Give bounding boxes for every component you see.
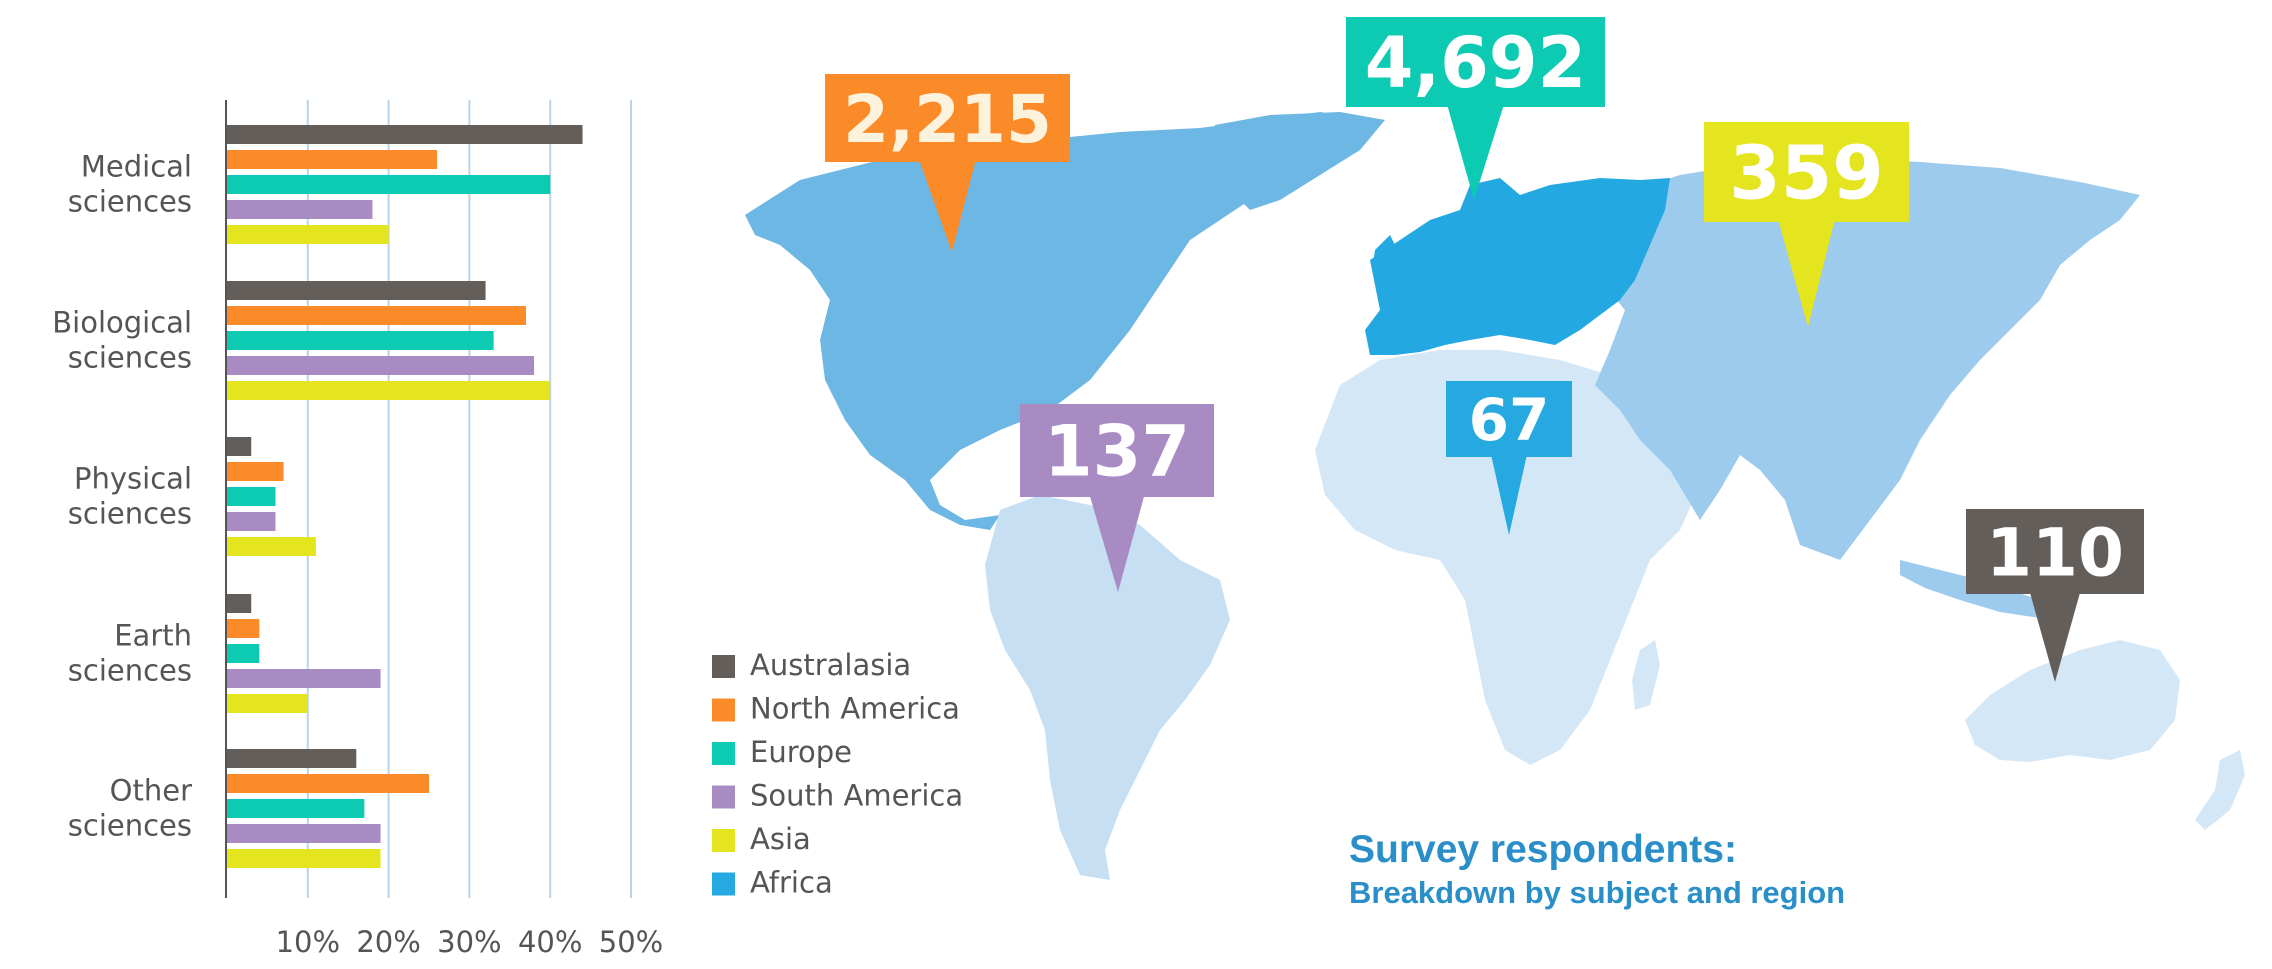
- world-map: [745, 112, 2245, 880]
- bar-medical-sciences-asia: [227, 225, 389, 244]
- bar-physical-sciences-europe: [227, 487, 276, 506]
- category-label-physical-sciences-2: sciences: [68, 497, 192, 531]
- bar-physical-sciences-north-america: [227, 462, 284, 481]
- legend-label-south-america: South America: [750, 779, 963, 813]
- callout-box-australasia: [1966, 509, 2144, 594]
- x-tick-label-20: 20%: [356, 925, 420, 959]
- map-europe: [1365, 178, 1670, 355]
- bar-physical-sciences-asia: [227, 537, 316, 556]
- map-uk: [1372, 235, 1400, 285]
- callout-value-south-america: 137: [1044, 411, 1190, 493]
- chart-title: Survey respondents:: [1349, 828, 1737, 871]
- x-tick-labels: 10% 20% 30% 40% 50%: [276, 925, 664, 959]
- bar-other-sciences-south-america: [227, 824, 381, 843]
- legend-label-asia: Asia: [750, 822, 811, 856]
- bar-medical-sciences-north-america: [227, 150, 438, 169]
- map-africa: [1315, 350, 1700, 765]
- bar-earth-sciences-north-america: [227, 619, 260, 638]
- bar-medical-sciences-south-america: [227, 200, 373, 219]
- callout-pointer-europe: [1447, 106, 1504, 200]
- legend-swatch-europe: [712, 742, 735, 765]
- bar-earth-sciences-australasia: [227, 594, 252, 613]
- legend-swatch-africa: [712, 872, 735, 896]
- legend-swatch-australasia: [712, 655, 735, 678]
- callout-north-america: 2,215: [825, 74, 1070, 252]
- map-new-zealand: [2195, 750, 2245, 830]
- category-label-biological-sciences-1: Biological: [52, 306, 192, 340]
- bar-chart: MedicalsciencesBiologicalsciencesPhysica…: [52, 100, 663, 959]
- callout-pointer-asia: [1778, 221, 1835, 327]
- legend-label-north-america: North America: [750, 692, 960, 726]
- bar-medical-sciences-europe: [227, 175, 551, 194]
- callout-pointer-africa: [1491, 456, 1527, 535]
- category-label-other-sciences-2: sciences: [68, 809, 192, 843]
- map-greenland: [1215, 112, 1385, 210]
- legend-swatch-asia: [712, 829, 735, 852]
- x-tick-label-30: 30%: [437, 925, 501, 959]
- callout-australasia: 110: [1966, 509, 2144, 682]
- bar-biological-sciences-europe: [227, 331, 494, 350]
- bar-other-sciences-australasia: [227, 749, 357, 768]
- map-callouts: 2,215 4,692 359 137 67 110: [825, 17, 2144, 682]
- callout-value-africa: 67: [1469, 386, 1550, 454]
- legend-label-africa: Africa: [750, 866, 833, 900]
- callout-value-north-america: 2,215: [843, 81, 1052, 158]
- callout-box-south-america: [1020, 404, 1214, 497]
- x-tick-label-40: 40%: [518, 925, 582, 959]
- legend-swatch-north-america: [712, 698, 735, 722]
- callout-pointer-south-america: [1089, 496, 1145, 592]
- callout-europe: 4,692: [1346, 17, 1605, 200]
- bar-other-sciences-asia: [227, 849, 381, 868]
- bar-physical-sciences-south-america: [227, 512, 276, 531]
- bar-medical-sciences-australasia: [227, 125, 583, 144]
- bar-earth-sciences-asia: [227, 694, 308, 713]
- bar-other-sciences-europe: [227, 799, 365, 818]
- bar-physical-sciences-australasia: [227, 437, 252, 456]
- callout-value-australasia: 110: [1986, 514, 2124, 591]
- callout-pointer-australasia: [2030, 593, 2080, 682]
- category-label-earth-sciences-1: Earth: [114, 619, 192, 653]
- bar-earth-sciences-europe: [227, 644, 260, 663]
- category-label-physical-sciences-1: Physical: [74, 462, 192, 496]
- category-label-biological-sciences-2: sciences: [68, 341, 192, 375]
- bars: [227, 125, 583, 868]
- bar-other-sciences-north-america: [227, 774, 429, 793]
- map-australia: [1965, 640, 2180, 762]
- x-tick-label-10: 10%: [276, 925, 340, 959]
- chart-subtitle: Breakdown by subject and region: [1349, 875, 1845, 910]
- bar-biological-sciences-north-america: [227, 306, 526, 325]
- map-south-america: [985, 495, 1230, 880]
- category-labels: MedicalsciencesBiologicalsciencesPhysica…: [52, 150, 192, 843]
- callout-pointer-north-america: [919, 161, 976, 252]
- category-label-medical-sciences-1: Medical: [81, 150, 192, 184]
- map-asia: [1590, 158, 2140, 560]
- callout-value-europe: 4,692: [1365, 22, 1586, 104]
- category-label-earth-sciences-2: sciences: [68, 654, 192, 688]
- callout-south-america: 137: [1020, 404, 1214, 592]
- legend-label-europe: Europe: [750, 735, 852, 769]
- category-label-medical-sciences-2: sciences: [68, 185, 192, 219]
- bar-biological-sciences-australasia: [227, 281, 486, 300]
- legend-swatch-south-america: [712, 785, 735, 809]
- legend: Australasia North America Europe South Amer…: [712, 648, 963, 900]
- bar-biological-sciences-south-america: [227, 356, 535, 375]
- callout-box-north-america: [825, 74, 1070, 162]
- callout-asia: 359: [1704, 122, 1909, 327]
- callout-box-europe: [1346, 17, 1605, 107]
- x-tick-label-50: 50%: [599, 925, 663, 959]
- bar-biological-sciences-asia: [227, 381, 551, 400]
- map-madagascar: [1632, 640, 1660, 710]
- callout-africa: 67: [1446, 381, 1572, 535]
- legend-label-australasia: Australasia: [750, 648, 911, 682]
- map-north-america: [745, 112, 1370, 530]
- callout-value-asia: 359: [1729, 131, 1883, 217]
- category-label-other-sciences-1: Other: [110, 774, 192, 808]
- bar-earth-sciences-south-america: [227, 669, 381, 688]
- callout-box-asia: [1704, 122, 1909, 222]
- callout-box-africa: [1446, 381, 1572, 457]
